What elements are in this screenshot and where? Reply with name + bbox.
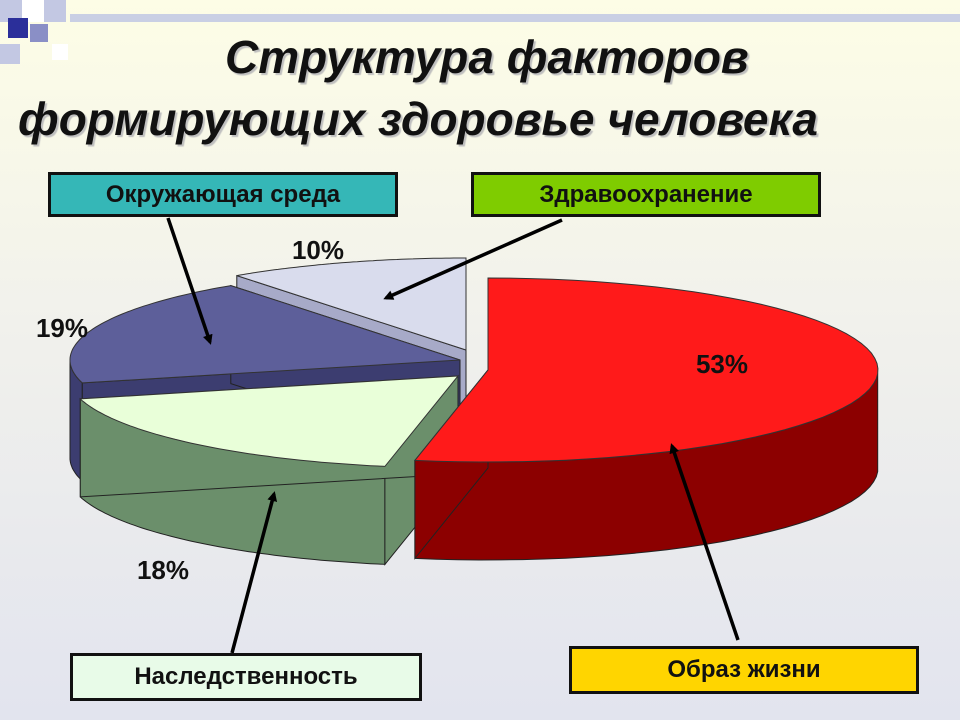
label-healthcare: Здравоохранение [471, 172, 821, 217]
slice-label-healthcare: 10% [292, 235, 344, 265]
slice-heredity [79, 374, 460, 566]
slice-label-environment: 19% [36, 313, 88, 343]
arrow-lifestyle [669, 443, 740, 641]
page-title-line2: формирующих здоровье человека [18, 93, 818, 145]
label-heredity: Наследственность [70, 653, 422, 701]
decor-square [0, 44, 20, 64]
decor-square [52, 44, 68, 60]
decor-square [8, 18, 28, 38]
slice-top-environment [69, 285, 461, 384]
slice-top-lifestyle [413, 277, 879, 463]
slice-lifestyle [413, 277, 879, 561]
arrow-environment [166, 217, 213, 345]
page-title-line1: Структура факторов [225, 31, 749, 83]
slice-top-heredity [79, 375, 460, 467]
decor-square [30, 24, 48, 42]
slice-label-lifestyle: 53% [696, 349, 748, 379]
label-lifestyle: Образ жизни [569, 646, 919, 694]
slice-top-healthcare [236, 257, 467, 351]
pie-slices [69, 257, 879, 566]
decor-square [44, 0, 66, 22]
decor-square [0, 0, 22, 22]
slice-label-heredity: 18% [137, 555, 189, 585]
label-environment: Окружающая среда [48, 172, 398, 217]
decor-square [22, 0, 44, 22]
arrow-heredity [230, 491, 278, 654]
arrow-healthcare [383, 218, 563, 300]
top-decor-bar [70, 14, 960, 22]
